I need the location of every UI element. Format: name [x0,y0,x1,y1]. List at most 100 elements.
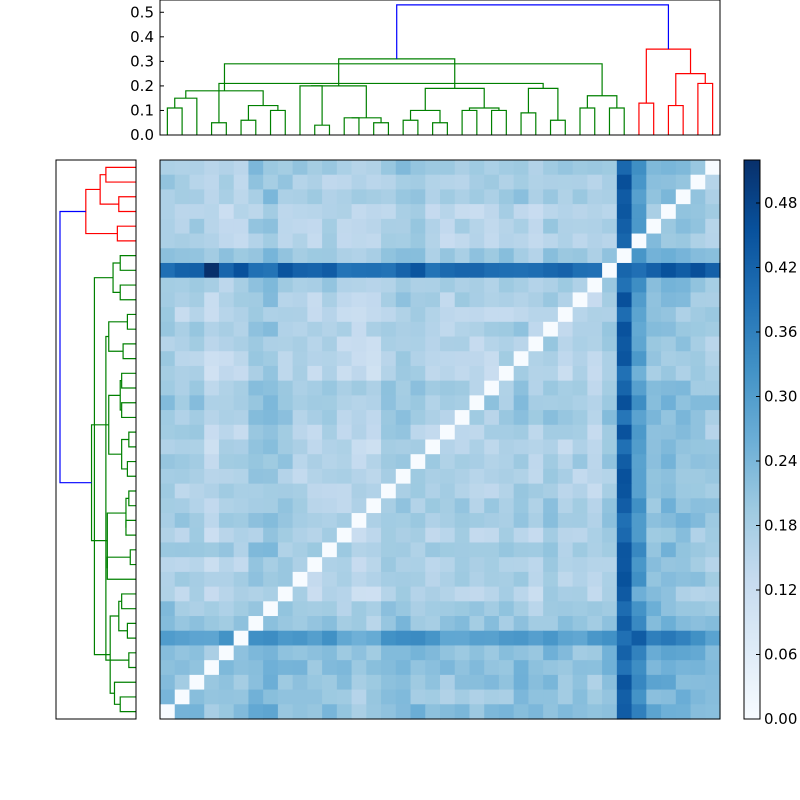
heatmap-cell [454,630,471,647]
heatmap-cell [690,277,706,293]
heatmap-cell [631,630,647,647]
heatmap-cell [410,262,426,279]
heatmap-cell [307,218,323,235]
heatmap-cell [661,571,677,588]
heatmap-cell [484,262,500,279]
heatmap-cell [616,601,633,617]
heatmap-cell [160,321,176,338]
heatmap-cell [498,424,515,441]
heatmap-cell [189,601,205,617]
heatmap-cell [351,660,367,676]
heatmap-cell [646,174,662,191]
dendrogram-link [461,109,478,135]
heatmap-cell [292,454,308,470]
heatmap-cell [277,542,294,558]
heatmap-cell [528,365,544,382]
heatmap-cell [381,513,397,529]
dendrogram-link [520,112,537,135]
heatmap-cell [322,292,338,308]
heatmap-cell [233,616,250,632]
heatmap-cell [425,542,441,558]
heatmap-cell [160,704,176,720]
heatmap-cell [410,674,426,691]
heatmap-cell [661,174,677,191]
heatmap-cell [204,704,220,720]
heatmap-cell [705,189,721,205]
heatmap-cell [410,439,426,455]
heatmap-cell [263,689,279,705]
heatmap-cell [218,586,235,602]
heatmap-cell [351,601,367,617]
heatmap-cell [661,616,677,632]
heatmap-cell [218,174,235,191]
heatmap-cell [646,468,662,485]
colorbar-tick-label: 0.42 [764,259,797,277]
heatmap-cell [336,262,353,279]
heatmap-cell [513,557,530,573]
heatmap-cell [557,204,574,220]
heatmap-cell [572,321,588,338]
heatmap-cell [160,571,176,588]
heatmap-cell [587,498,603,514]
heatmap-cell [454,468,471,485]
heatmap-cell [602,704,618,720]
heatmap-cell [484,248,500,264]
heatmap-cell [675,439,692,455]
heatmap-cell [292,395,308,411]
height-tick-label: 0.1 [130,101,154,119]
heatmap-cell [277,630,294,647]
heatmap-cell [189,410,205,426]
heatmap-cell [705,689,721,705]
heatmap-cell [351,204,367,220]
heatmap-cell [690,674,706,691]
heatmap-cell [189,321,205,338]
heatmap-cell [248,483,264,499]
heatmap-cell [602,365,618,382]
heatmap-cell [248,557,264,573]
heatmap-cell [204,630,220,647]
heatmap-cell [528,527,544,544]
heatmap-cell [498,189,515,205]
heatmap-cell [705,645,721,661]
heatmap-cell [204,336,220,352]
heatmap-cell [410,557,426,573]
heatmap-cell [646,410,662,426]
heatmap-cell [160,410,176,426]
heatmap-cell [425,380,441,396]
heatmap-cell [454,645,471,661]
heatmap-cell [557,292,574,308]
heatmap-cell [174,601,191,617]
heatmap-cell [381,630,397,647]
heatmap-cell [513,248,530,264]
heatmap-cell [484,439,500,455]
dendrogram-link [223,63,603,96]
heatmap-cell [410,513,426,529]
heatmap-cell [204,189,220,205]
heatmap-cell [572,704,588,720]
heatmap-cell [425,277,441,293]
heatmap-cell [366,601,382,617]
heatmap-cell [218,498,235,514]
heatmap-cell [395,483,412,499]
heatmap-cell [469,233,485,249]
heatmap-cell [160,557,176,573]
heatmap-cell [498,513,515,529]
heatmap-cell [484,513,500,529]
heatmap-cell [277,248,294,264]
heatmap-cell [425,660,441,676]
heatmap-cell [587,542,603,558]
heatmap-cell [646,380,662,396]
heatmap-cell [410,660,426,676]
heatmap-cell [528,674,544,691]
heatmap-cell [543,601,559,617]
heatmap-cell [410,424,426,441]
heatmap-cell [690,307,706,323]
heatmap-cell [557,351,574,367]
heatmap-cell [395,439,412,455]
heatmap-cell [440,410,456,426]
heatmap-cell [218,160,235,176]
heatmap-cell [351,365,367,382]
heatmap-cell [646,439,662,455]
heatmap-cell [204,557,220,573]
heatmap-cell [513,513,530,529]
